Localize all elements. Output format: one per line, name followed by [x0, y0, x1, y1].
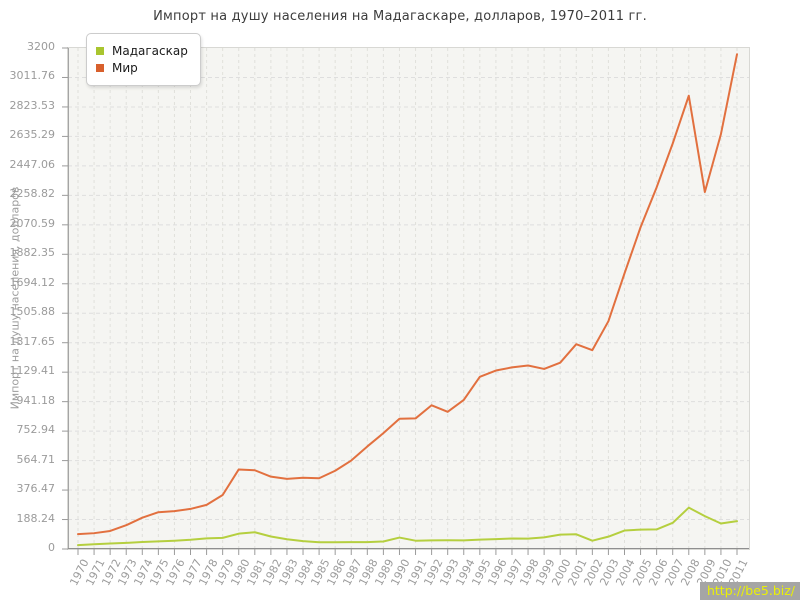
y-tick-label: 2070.59: [9, 216, 56, 230]
y-tick-label: 3011.76: [9, 69, 56, 83]
y-tick-label: 1882.35: [9, 246, 56, 260]
chart-title: Импорт на душу населения на Мадагаскаре,…: [153, 9, 647, 24]
y-tick-label: 1129.41: [9, 364, 56, 378]
legend: Мадагаскар Мир: [86, 33, 201, 86]
legend-item-madagascar[interactable]: Мадагаскар: [96, 44, 188, 58]
legend-swatch-mir: [96, 64, 104, 72]
y-tick-label: 2823.53: [9, 98, 56, 112]
legend-item-mir[interactable]: Мир: [96, 61, 188, 75]
y-tick-label: 2447.06: [9, 157, 56, 171]
watermark: http://be5.biz/: [699, 582, 800, 600]
y-tick-label: 752.94: [16, 423, 56, 437]
y-tick-label: 376.47: [16, 482, 56, 496]
mir-line: [77, 53, 738, 536]
y-tick-label: 0: [48, 541, 55, 554]
y-tick-label: 1505.88: [9, 305, 56, 319]
y-tick-label: 188.24: [16, 511, 56, 525]
y-tick-label: 564.71: [16, 452, 56, 466]
y-tick-label: 941.18: [16, 393, 56, 407]
y-tick-label: 3200: [27, 40, 55, 53]
y-tick-label: 1317.65: [9, 334, 56, 348]
y-tick-label: 2635.29: [9, 128, 56, 142]
y-tick-label: 1694.12: [9, 275, 56, 289]
y-tick-label: 2258.82: [9, 187, 56, 201]
legend-label-mir: Мир: [112, 61, 138, 75]
legend-label-madagascar: Мадагаскар: [112, 44, 188, 58]
legend-swatch-madagascar: [96, 47, 104, 55]
chart-canvas: [62, 47, 749, 555]
plot-area: [62, 47, 750, 555]
madagascar-line: [77, 506, 738, 547]
